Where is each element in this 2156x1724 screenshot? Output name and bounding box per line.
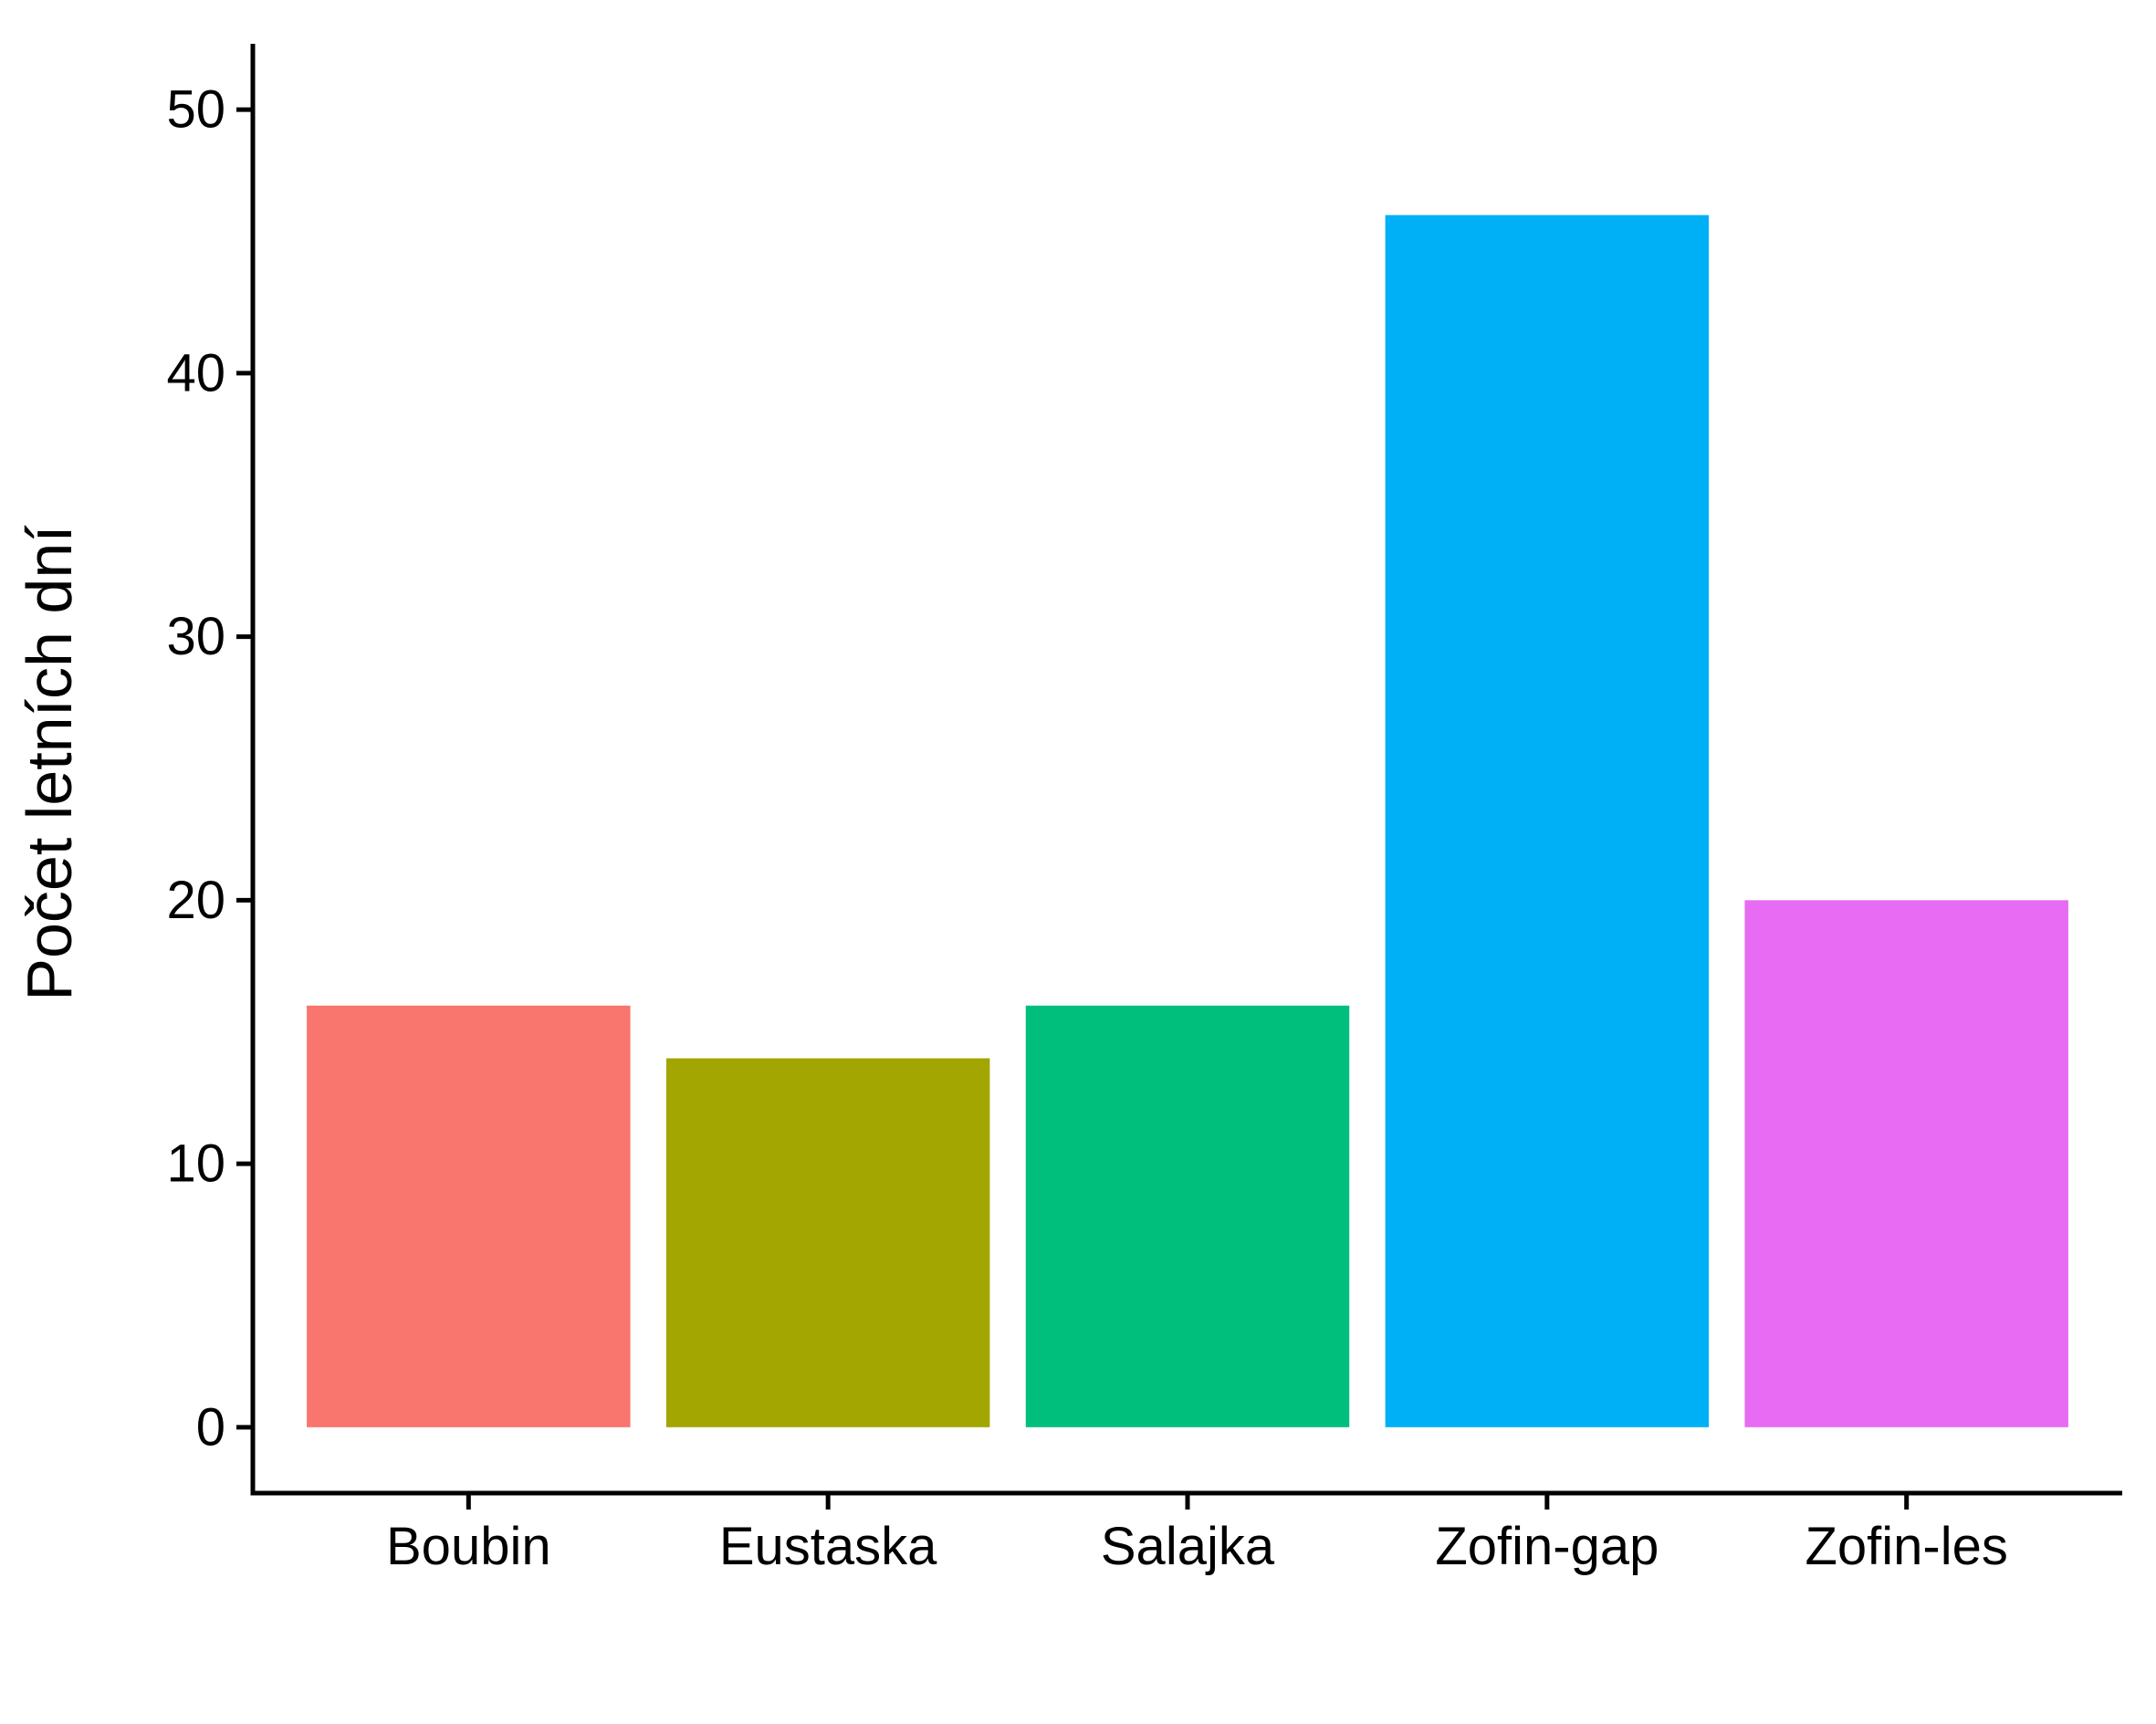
- y-tick-label: 0: [196, 1397, 225, 1457]
- x-tick-label: Zofin-les: [1805, 1517, 2007, 1576]
- bar-zofin-gap: [1385, 214, 1710, 1427]
- bar-eustaska: [665, 1058, 990, 1427]
- y-tick-label: 20: [166, 871, 225, 930]
- bar-zofin-les: [1744, 900, 2068, 1427]
- y-tick-label: 30: [166, 607, 225, 666]
- y-tick-label: 10: [166, 1134, 225, 1194]
- bar-salajka: [1025, 1005, 1350, 1427]
- x-axis: Boubin Eustaska Salajka Zofin-gap Zofin-les: [250, 1490, 2122, 1576]
- y-axis-title: Počet letních dní: [14, 525, 85, 1001]
- bar-boubin: [307, 1005, 631, 1427]
- x-tick-label: Zofin-gap: [1435, 1517, 1659, 1576]
- x-tick-label: Eustaska: [719, 1517, 937, 1576]
- y-axis: 0 10 20 30 40 50: [166, 44, 256, 1496]
- y-tick-label: 40: [166, 343, 225, 402]
- bars: [307, 214, 2068, 1427]
- x-tick-label: Salajka: [1101, 1517, 1275, 1576]
- y-tick-label: 50: [166, 80, 225, 140]
- x-tick-label: Boubin: [386, 1517, 551, 1576]
